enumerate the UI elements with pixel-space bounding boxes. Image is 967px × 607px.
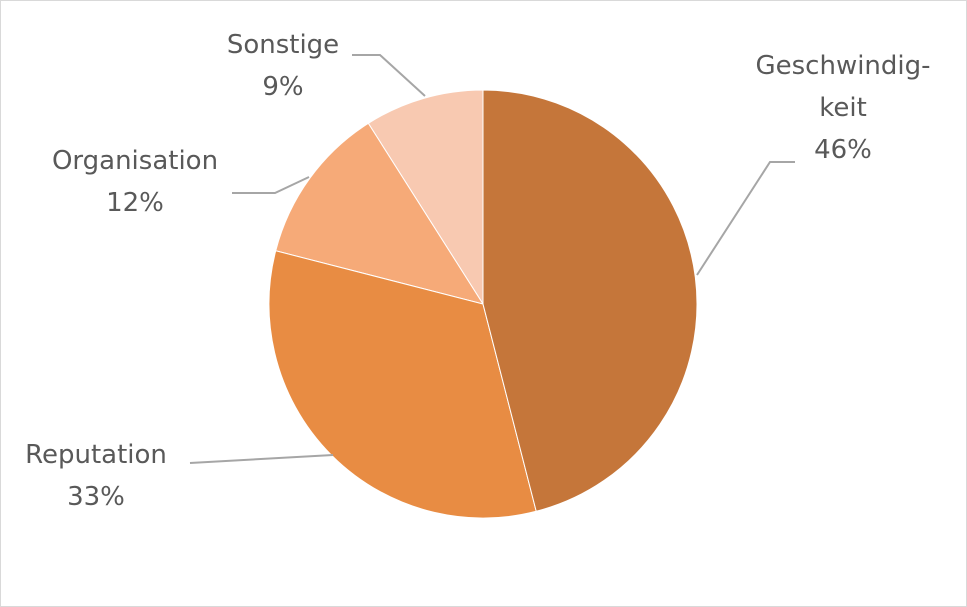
pie-slice	[482, 89, 698, 512]
pie-slice	[275, 122, 485, 305]
leader-line	[232, 176, 310, 194]
leader-line	[352, 54, 426, 97]
category-label: Sonstige	[226, 30, 340, 60]
data-label: Sonstige 9%	[227, 24, 339, 108]
data-label: Organisation 12%	[52, 140, 218, 224]
category-label: Geschwindig- keit	[755, 51, 931, 123]
value-label: 46%	[814, 135, 872, 165]
category-label: Reputation	[25, 440, 167, 470]
value-label: 12%	[106, 188, 164, 218]
leader-line	[696, 161, 795, 276]
pie-slice	[367, 89, 484, 306]
data-label: Geschwindig- keit 46%	[755, 45, 930, 171]
value-label: 33%	[67, 482, 125, 512]
leader-lines	[189, 54, 795, 464]
leader-line	[189, 454, 334, 464]
category-label: Organisation	[51, 146, 219, 176]
data-label: Reputation 33%	[25, 434, 167, 518]
value-label: 9%	[262, 72, 304, 102]
